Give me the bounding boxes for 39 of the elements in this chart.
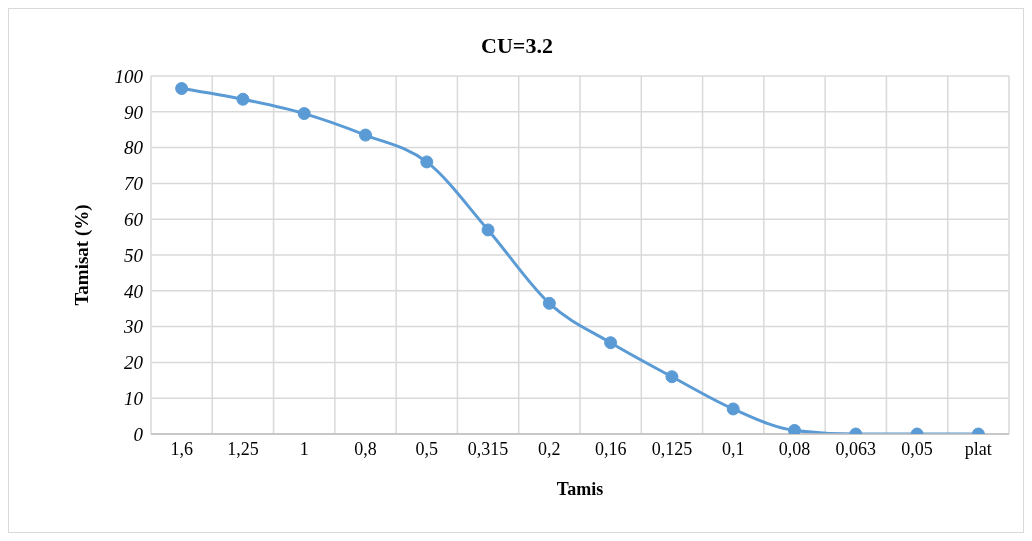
y-tick-label: 80 bbox=[124, 137, 144, 159]
y-tick-label: 100 bbox=[114, 65, 144, 87]
x-tick-label: 0,05 bbox=[901, 438, 933, 459]
y-tick-label: 50 bbox=[124, 244, 144, 266]
y-axis-title: Tamisat (%) bbox=[70, 204, 93, 306]
y-tick-label: 10 bbox=[124, 387, 144, 409]
point bbox=[665, 370, 679, 384]
point bbox=[175, 82, 189, 96]
point bbox=[788, 423, 801, 434]
x-tick-label: 0,8 bbox=[354, 438, 377, 459]
x-tick-label: 0,1 bbox=[721, 438, 745, 459]
y-tick-label: 90 bbox=[124, 101, 144, 123]
x-tick-label: 1,25 bbox=[227, 438, 259, 459]
x-tick-label: 0,315 bbox=[467, 438, 509, 459]
x-tick-label: 0,125 bbox=[651, 438, 693, 459]
x-axis-title: Tamis bbox=[556, 478, 604, 499]
x-tick-label: 0,2 bbox=[538, 438, 561, 459]
point bbox=[359, 128, 372, 142]
point bbox=[297, 107, 311, 121]
point bbox=[726, 402, 740, 416]
x-tick-label: plat bbox=[964, 438, 992, 459]
y-tick-label: 60 bbox=[124, 208, 144, 230]
point bbox=[604, 336, 618, 350]
point bbox=[481, 223, 495, 237]
x-tick-label: 0,08 bbox=[778, 438, 811, 459]
point bbox=[236, 92, 250, 106]
point bbox=[542, 296, 556, 310]
x-tick-label: 1,6 bbox=[170, 438, 193, 459]
y-tick-label: 70 bbox=[124, 173, 144, 195]
y-tick-label: 20 bbox=[124, 352, 144, 374]
y-tick-label: 40 bbox=[124, 280, 144, 302]
y-tick-label: 0 bbox=[133, 423, 144, 445]
chart-title: CU=3.2 bbox=[480, 33, 554, 59]
point bbox=[420, 155, 434, 169]
x-tick-label: 0,063 bbox=[835, 438, 877, 459]
x-tick-label: 0,5 bbox=[415, 438, 439, 459]
x-tick-label: 1 bbox=[299, 438, 309, 459]
x-tick-label: 0,16 bbox=[594, 438, 627, 459]
y-tick-label: 30 bbox=[123, 316, 144, 338]
